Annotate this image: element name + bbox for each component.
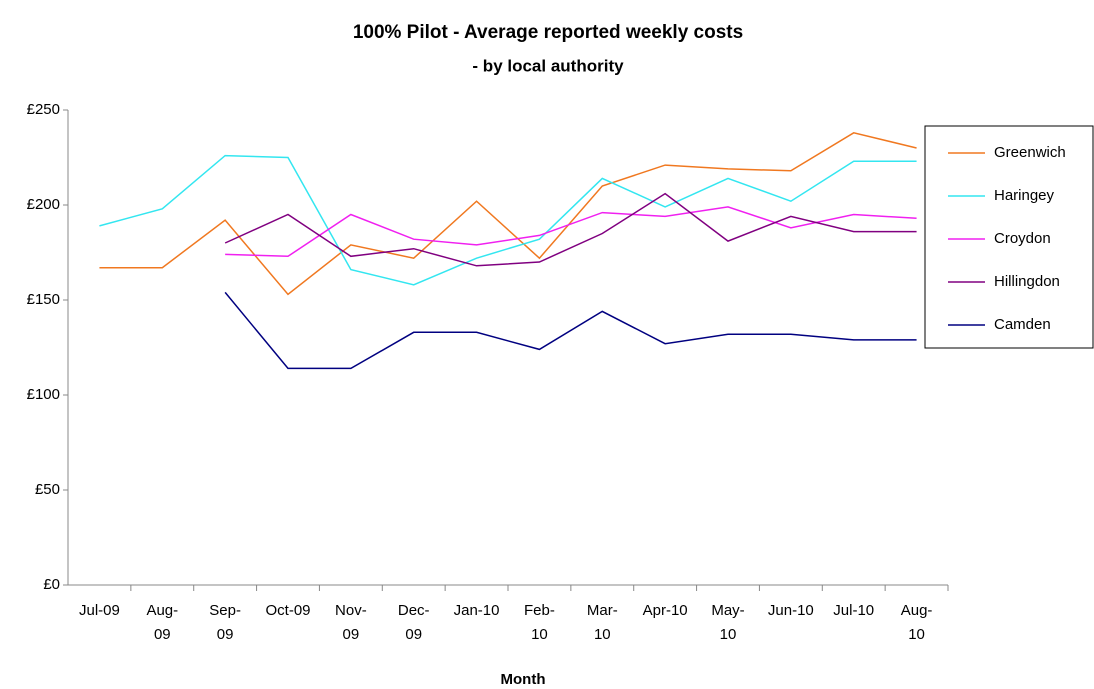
series-line <box>225 206 917 258</box>
y-tick-label: £150 <box>27 291 60 308</box>
x-tick-label: Jul-10 <box>833 602 874 619</box>
series-line <box>224 192 917 267</box>
x-tick-label: Mar-10 <box>587 602 618 643</box>
series-line <box>99 154 917 286</box>
x-tick-label: Nov-09 <box>335 602 367 643</box>
x-tick-label: Jun-10 <box>768 602 814 619</box>
series-line <box>99 131 917 296</box>
x-tick-label: Feb-10 <box>524 602 555 643</box>
x-tick-label: Oct-09 <box>265 602 310 619</box>
x-tick-label: Dec-09 <box>398 602 430 643</box>
legend-box <box>924 125 1094 349</box>
series-line <box>224 291 917 370</box>
legend-label: Greenwich <box>994 144 1066 161</box>
legend-label: Haringey <box>994 187 1055 204</box>
legend-label: Hillingdon <box>994 273 1060 290</box>
y-tick-label: £100 <box>27 386 60 403</box>
chart-subtitle: - by local authority <box>472 56 624 75</box>
y-tick-label: £50 <box>35 481 60 498</box>
x-tick-label: Jul-09 <box>79 602 120 619</box>
legend-label: Camden <box>994 316 1051 333</box>
y-tick-label: £200 <box>27 196 60 213</box>
chart-title: 100% Pilot - Average reported weekly cos… <box>353 22 743 43</box>
x-tick-label: Jan-10 <box>454 602 500 619</box>
x-tick-label: Sep-09 <box>209 602 241 643</box>
x-tick-label: May-10 <box>711 602 744 643</box>
y-tick-label: £0 <box>43 576 60 593</box>
x-tick-label: Aug-10 <box>901 602 933 643</box>
x-tick-label: Aug-09 <box>146 602 178 643</box>
x-axis-title: Month <box>501 671 546 688</box>
x-tick-label: Apr-10 <box>643 602 688 619</box>
y-tick-label: £250 <box>27 101 60 118</box>
legend-label: Croydon <box>994 230 1051 247</box>
